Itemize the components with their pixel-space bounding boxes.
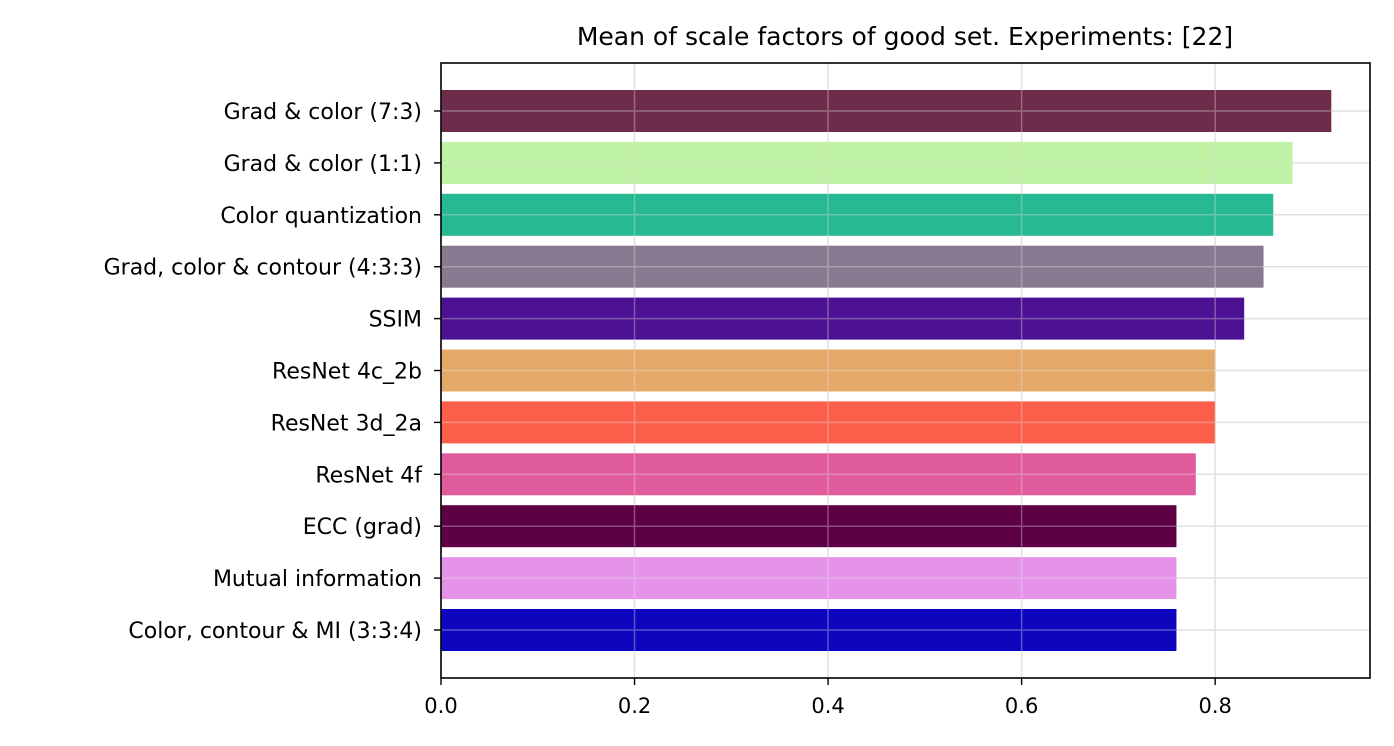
- chart-title: Mean of scale factors of good set. Exper…: [577, 22, 1233, 51]
- bar: [441, 557, 1177, 600]
- bar: [441, 453, 1196, 496]
- bar: [441, 141, 1293, 184]
- category-labels: Grad & color (7:3) Grad & color (1:1) Colo…: [104, 100, 441, 644]
- category-label: Grad, color & contour (4:3:3): [104, 256, 422, 281]
- bar: [441, 297, 1245, 340]
- category-label: ResNet 3d_2a: [271, 411, 422, 436]
- bar: [441, 245, 1264, 288]
- x-tick-label: 0.8: [1198, 694, 1231, 718]
- category-label: SSIM: [369, 308, 422, 333]
- category-label: Color quantization: [220, 204, 422, 229]
- bar: [441, 193, 1274, 236]
- category-label: Mutual information: [213, 567, 422, 592]
- category-label: ECC (grad): [303, 515, 422, 540]
- plot-frame: [440, 62, 1371, 679]
- x-axis-ticks: 0.0 0.2 0.4 0.6 0.8: [424, 678, 1232, 718]
- category-label: ResNet 4c_2b: [272, 360, 422, 385]
- category-label: Grad & color (7:3): [224, 100, 422, 125]
- bar: [441, 349, 1216, 392]
- category-label: Grad & color (1:1): [224, 152, 422, 177]
- x-tick-label: 0.2: [618, 694, 651, 718]
- x-tick-label: 0.6: [1005, 694, 1038, 718]
- bar: [441, 401, 1216, 444]
- x-tick-label: 0.4: [811, 694, 844, 718]
- category-label: Color, contour & MI (3:3:4): [128, 619, 422, 644]
- x-tick-label: 0.0: [424, 694, 457, 718]
- category-label: ResNet 4f: [315, 463, 423, 488]
- bar: [441, 505, 1177, 548]
- bar: [441, 90, 1332, 132]
- bar: [441, 609, 1177, 651]
- bars: [441, 90, 1332, 651]
